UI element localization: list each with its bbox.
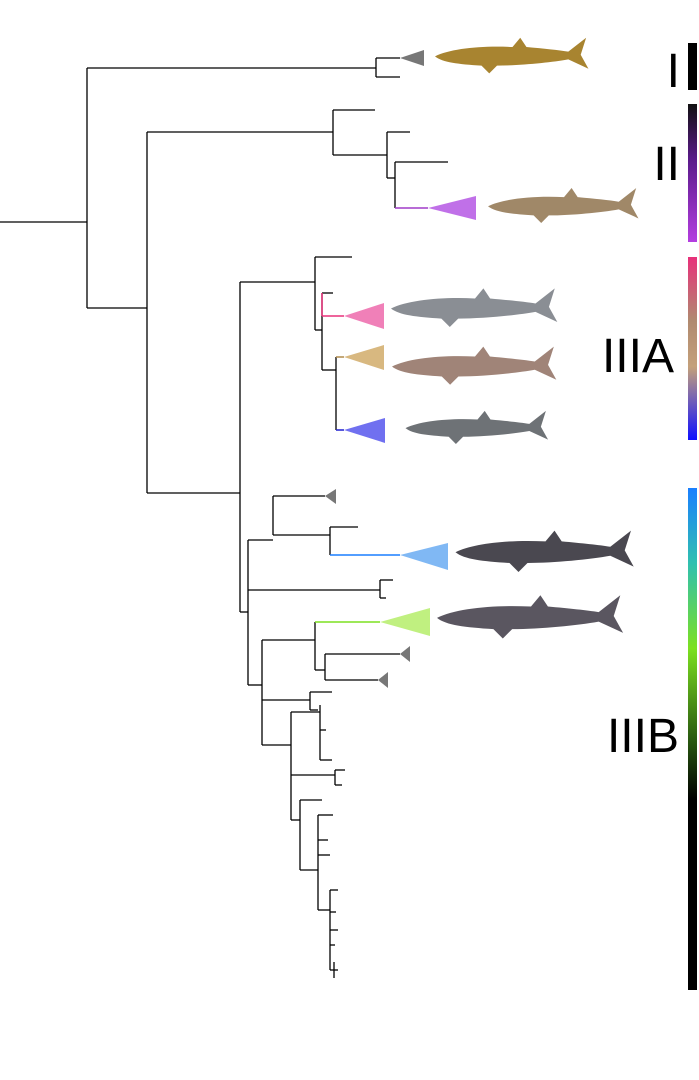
clade-label: IIIB [607,710,679,763]
clade-label: I [667,45,680,98]
branches [0,57,448,978]
clade-bars [688,43,697,990]
collapsed-clades [325,50,476,688]
clade-label: II [653,138,680,191]
clade-label: IIIA [602,330,674,383]
colored-branches [315,207,428,623]
